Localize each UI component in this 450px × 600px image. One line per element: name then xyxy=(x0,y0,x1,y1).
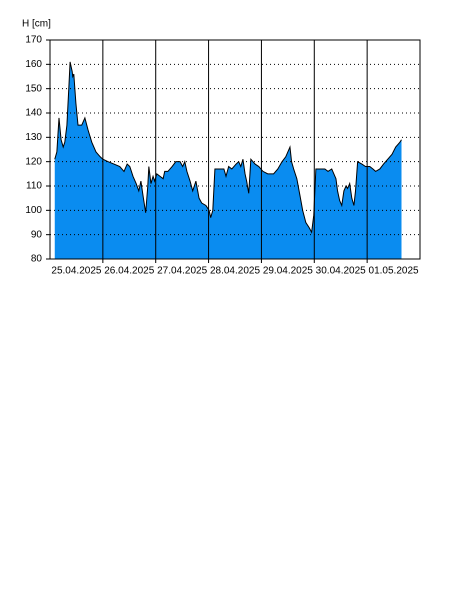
x-tick-label: 25.04.2025 xyxy=(51,266,101,277)
y-tick-label: 170 xyxy=(25,35,42,46)
x-tick-label: 29.04.2025 xyxy=(263,266,313,277)
y-tick-label: 150 xyxy=(25,83,42,94)
x-tick-label: 26.04.2025 xyxy=(104,266,154,277)
x-tick-label: 01.05.2025 xyxy=(369,266,419,277)
y-tick-label: 100 xyxy=(25,205,42,216)
y-tick-label: 130 xyxy=(25,132,42,143)
x-tick-label: 28.04.2025 xyxy=(210,266,260,277)
area-outline xyxy=(54,61,402,234)
y-tick-label: 90 xyxy=(31,229,43,240)
y-tick-label: 110 xyxy=(26,181,42,192)
y-tick-label: 80 xyxy=(31,254,43,265)
x-tick-label: 30.04.2025 xyxy=(316,266,366,277)
y-axis-label: H [cm] xyxy=(22,19,51,30)
plot-frame xyxy=(49,39,421,260)
y-tick-label: 160 xyxy=(25,59,42,70)
x-tick-label: 27.04.2025 xyxy=(157,266,207,277)
y-tick-label: 120 xyxy=(25,156,42,167)
area xyxy=(54,61,402,260)
y-tick-label: 140 xyxy=(25,108,42,119)
